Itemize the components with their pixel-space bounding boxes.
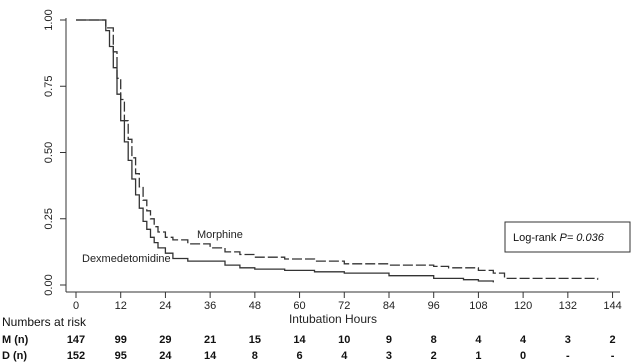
risk-row-label: D (n): [2, 350, 27, 362]
risk-cell: 2: [431, 350, 437, 362]
risk-cell: 9: [386, 334, 392, 346]
risk-cell: 4: [520, 334, 527, 346]
x-tick-label: 72: [338, 300, 350, 312]
x-tick-label: 12: [115, 300, 127, 312]
x-tick-label: 48: [249, 300, 261, 312]
logrank-prefix: Log-rank: [513, 232, 559, 244]
risk-cell: 10: [338, 334, 350, 346]
x-tick-label: 84: [383, 300, 395, 312]
risk-table-header: Numbers at risk: [2, 315, 87, 329]
risk-cell: 147: [67, 334, 85, 346]
risk-cell: 14: [204, 350, 217, 362]
x-tick-label: 36: [204, 300, 216, 312]
x-tick-label: 60: [293, 300, 305, 312]
y-tick-label: 1.00: [43, 9, 55, 30]
risk-cell: 95: [115, 350, 127, 362]
logrank-p-symbol: P: [559, 232, 567, 244]
y-tick-label: 0.50: [43, 142, 55, 163]
series-line-dexmedetomidine: [76, 19, 494, 283]
risk-cell: 3: [565, 334, 571, 346]
risk-cell: 21: [204, 334, 216, 346]
risk-cell: 29: [159, 334, 171, 346]
risk-cell: 0: [520, 350, 526, 362]
x-tick-label: 96: [428, 300, 440, 312]
x-ticks: 0 12 24 36 48 60 72 84 96 108 120 132 144: [73, 292, 622, 312]
y-tick-label: 0.00: [43, 274, 55, 295]
x-tick-label: 132: [559, 300, 577, 312]
risk-row-label: M (n): [2, 334, 29, 346]
series-layer: [76, 19, 599, 283]
risk-cell: 3: [386, 350, 392, 362]
risk-cell: 4: [341, 350, 348, 362]
y-tick-label: 0.75: [43, 76, 55, 97]
risk-cell: -: [611, 350, 615, 362]
logrank-box-frame: [504, 221, 631, 253]
logrank-box: Log-rank P= 0.036: [504, 221, 631, 253]
risk-cell: 14: [293, 334, 306, 346]
x-tick-label: 108: [469, 300, 487, 312]
y-ticks: 0.00 0.25 0.50 0.75 1.00: [43, 9, 66, 296]
x-tick-label: 144: [603, 300, 621, 312]
axes: [65, 18, 620, 293]
series-line-morphine: [76, 19, 599, 280]
risk-cell: -: [566, 350, 570, 362]
risk-cell: 15: [249, 334, 261, 346]
risk-cell: 6: [296, 350, 302, 362]
x-axis-title: Intubation Hours: [289, 312, 377, 326]
risk-cell: 8: [431, 334, 437, 346]
dexmedetomidine-annotation: Dexmedetomidine: [82, 253, 171, 265]
risk-cell: 99: [115, 334, 127, 346]
risk-cell: 8: [252, 350, 258, 362]
risk-table: M (n) 147 99 29 21 15 14 10 9 8 4 4 3 2D (n) 152 95 24 14…: [2, 334, 616, 362]
y-tick-label: 0.25: [43, 208, 55, 229]
x-tick-label: 0: [73, 300, 79, 312]
risk-cell: 152: [67, 350, 85, 362]
x-tick-label: 120: [514, 300, 532, 312]
morphine-annotation: Morphine: [197, 229, 243, 241]
logrank-text: Log-rank P= 0.036: [513, 232, 605, 244]
x-tick-label: 24: [159, 300, 171, 312]
risk-cell: 1: [475, 350, 481, 362]
risk-cell: 4: [475, 334, 482, 346]
risk-cell: 2: [609, 334, 615, 346]
logrank-value: = 0.036: [567, 232, 605, 244]
risk-cell: 24: [159, 350, 172, 362]
